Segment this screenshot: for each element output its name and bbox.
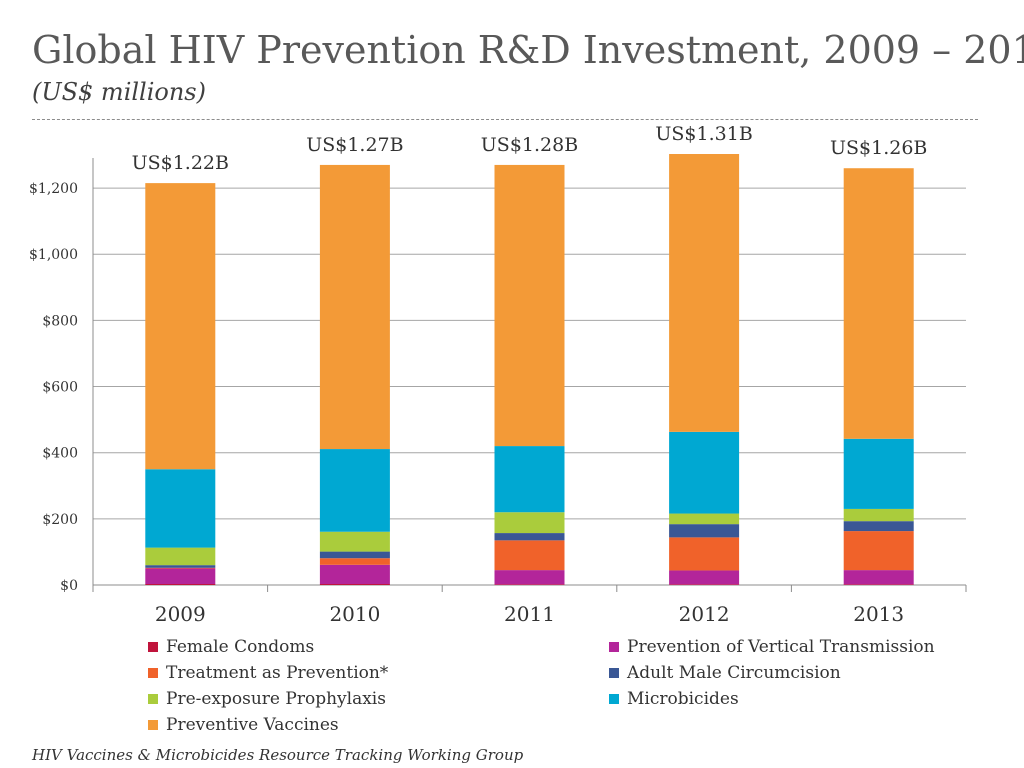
bar-segment-preventive-vaccines — [494, 164, 565, 447]
x-tick-label: 2013 — [853, 602, 904, 626]
source-note: HIV Vaccines & Microbicides Resource Tra… — [32, 746, 524, 764]
x-tick-label: 2009 — [155, 602, 206, 626]
legend-label: Adult Male Circumcision — [627, 663, 841, 683]
bar-segment-pre-exposure-prophylaxis — [319, 531, 390, 552]
chart-title: Global HIV Prevention R&D Investment, 20… — [32, 28, 1024, 72]
bar-segment-treatment-as-prevention — [494, 540, 565, 571]
bar-total-label: US$1.31B — [655, 123, 752, 145]
legend-label: Prevention of Vertical Transmission — [627, 637, 935, 657]
legend-label: Treatment as Prevention* — [166, 663, 389, 683]
bar-segment-treatment-as-prevention — [843, 531, 914, 571]
legend-item-prevention-vertical-transmission: Prevention of Vertical Transmission — [609, 637, 935, 657]
bar-segment-prevention-of-vertical-transmission — [319, 564, 390, 585]
legend-swatch — [609, 694, 619, 704]
bar-segment-preventive-vaccines — [669, 154, 740, 432]
legend-item-preventive-vaccines: Preventive Vaccines — [148, 715, 339, 735]
bar-segment-prevention-of-vertical-transmission — [494, 570, 565, 585]
bar-segment-microbicides — [843, 438, 914, 509]
bar-segment-preventive-vaccines — [319, 164, 390, 450]
bar-total-label: US$1.27B — [306, 134, 403, 156]
x-tick-label: 2011 — [504, 602, 555, 626]
legend-label: Preventive Vaccines — [166, 715, 339, 735]
bar-total-label: US$1.28B — [481, 134, 578, 156]
title-divider — [32, 119, 978, 120]
bar-segment-preventive-vaccines — [145, 183, 216, 470]
y-tick-label: $600 — [42, 380, 78, 396]
chart-legend: Female Condoms Prevention of Vertical Tr… — [148, 637, 948, 745]
bar-segment-treatment-as-prevention — [669, 537, 740, 571]
x-tick-label: 2010 — [329, 602, 380, 626]
bar-segment-female-condoms — [319, 584, 390, 585]
stacked-bar-chart: $0 $200 $400 $600 $800 $1,000 $1,200 US$1.22B 20… — [29, 123, 967, 626]
legend-item-treatment-as-prevention: Treatment as Prevention* — [148, 663, 388, 683]
legend-label: Microbicides — [627, 689, 739, 709]
chart-subtitle: (US$ millions) — [32, 78, 206, 106]
bar-segment-treatment-as-prevention — [319, 558, 390, 565]
legend-swatch — [148, 694, 158, 704]
legend-swatch — [609, 668, 619, 678]
bar-segment-pre-exposure-prophylaxis — [843, 508, 914, 522]
bar-segment-microbicides — [669, 431, 740, 514]
bar-segment-pre-exposure-prophylaxis — [145, 547, 216, 566]
legend-swatch — [609, 642, 619, 652]
y-tick-label: $200 — [42, 512, 78, 528]
bar-segment-microbicides — [494, 446, 565, 513]
legend-label: Pre-exposure Prophylaxis — [166, 689, 386, 709]
y-tick-label: $400 — [42, 446, 78, 462]
bar-segment-pre-exposure-prophylaxis — [494, 512, 565, 534]
bar-segment-female-condoms — [145, 584, 216, 585]
y-tick-label: $800 — [42, 313, 78, 329]
bar-segment-preventive-vaccines — [843, 168, 914, 439]
bar-segment-adult-male-circumcision — [494, 533, 565, 541]
legend-item-microbicides: Microbicides — [609, 689, 739, 709]
legend-swatch — [148, 668, 158, 678]
x-tick-label: 2012 — [679, 602, 730, 626]
bar-total-label: US$1.22B — [132, 152, 229, 174]
bar-segment-female-condoms — [843, 584, 914, 585]
bar-segment-adult-male-circumcision — [145, 565, 216, 568]
legend-item-female-condoms: Female Condoms — [148, 637, 314, 657]
y-tick-label: $0 — [60, 578, 78, 594]
legend-label: Female Condoms — [166, 637, 315, 657]
bar-segment-treatment-as-prevention — [145, 567, 216, 569]
legend-swatch — [148, 720, 158, 730]
bar-segment-adult-male-circumcision — [843, 521, 914, 532]
bar-segment-female-condoms — [669, 584, 740, 585]
bar-segment-female-condoms — [494, 584, 565, 585]
bar-segment-prevention-of-vertical-transmission — [669, 570, 740, 585]
y-tick-label: $1,000 — [29, 247, 78, 263]
bar-segment-pre-exposure-prophylaxis — [669, 513, 740, 525]
legend-swatch — [148, 642, 158, 652]
legend-item-pre-exposure-prophylaxis: Pre-exposure Prophylaxis — [148, 689, 386, 709]
legend-item-adult-male-circumcision: Adult Male Circumcision — [609, 663, 841, 683]
bar-segment-adult-male-circumcision — [319, 551, 390, 559]
bar-segment-microbicides — [319, 449, 390, 532]
bar-segment-prevention-of-vertical-transmission — [843, 570, 914, 585]
bar-segment-microbicides — [145, 469, 216, 548]
bar-total-label: US$1.26B — [830, 137, 927, 159]
y-tick-label: $1,200 — [29, 181, 78, 197]
bar-segment-adult-male-circumcision — [669, 524, 740, 538]
bar-segment-prevention-of-vertical-transmission — [145, 568, 216, 585]
